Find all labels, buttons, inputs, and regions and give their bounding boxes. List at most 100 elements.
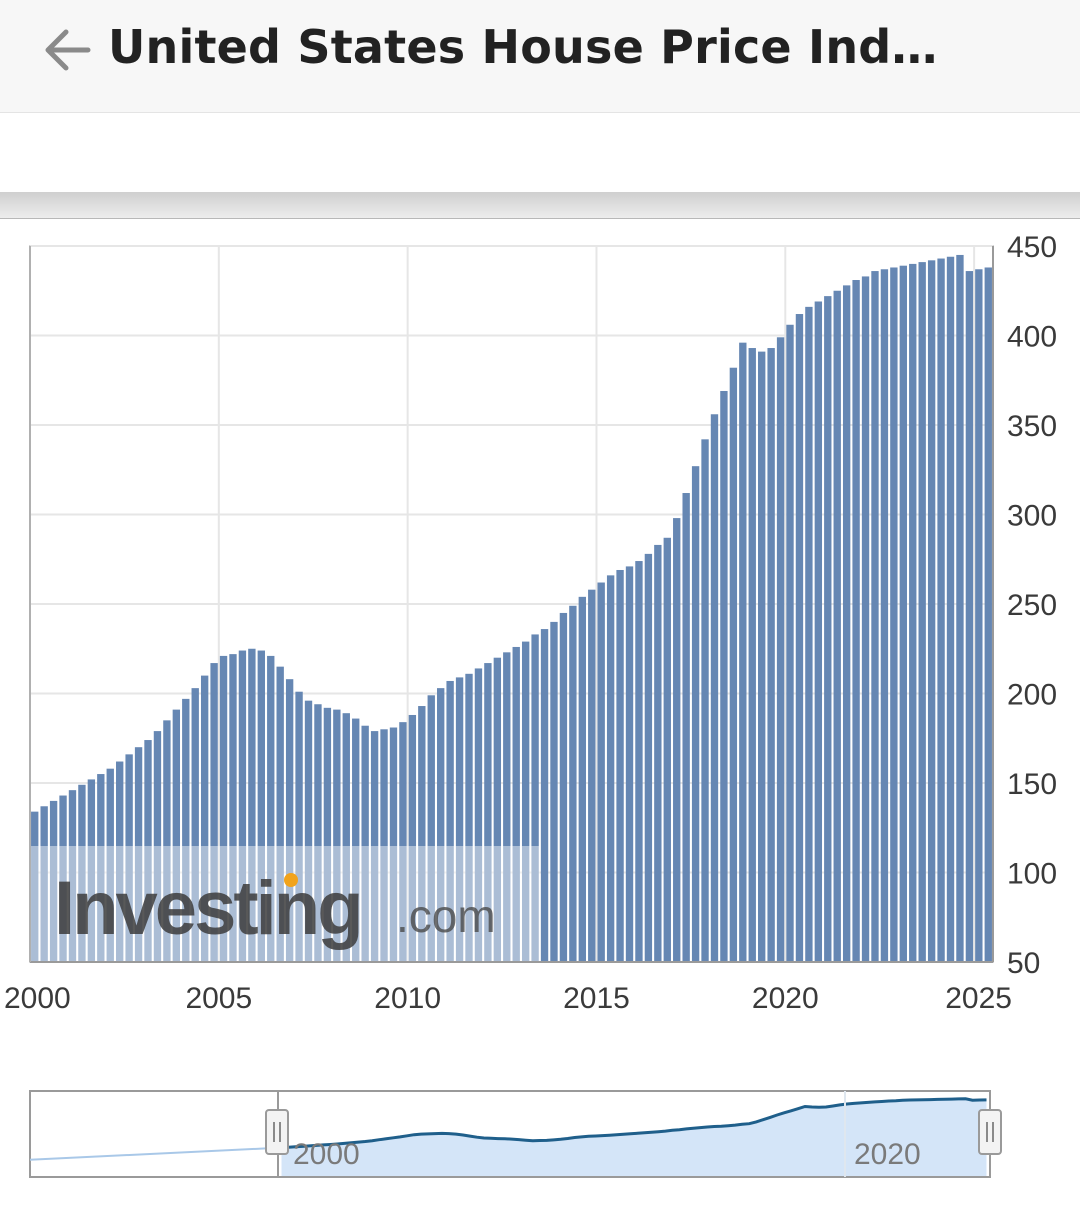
y-tick-label: 150 bbox=[1007, 768, 1057, 801]
x-tick-label: 2015 bbox=[563, 982, 630, 1015]
data-bar bbox=[191, 688, 199, 962]
back-button[interactable] bbox=[40, 24, 94, 76]
data-bar bbox=[512, 646, 520, 962]
data-bar bbox=[861, 276, 870, 962]
data-bar bbox=[408, 714, 417, 962]
data-bar bbox=[956, 254, 964, 962]
data-bar bbox=[550, 621, 558, 962]
data-bar bbox=[389, 727, 398, 962]
data-bar bbox=[144, 740, 152, 962]
data-bar bbox=[503, 652, 511, 962]
data-bar bbox=[748, 348, 756, 962]
data-bar bbox=[210, 663, 218, 962]
arrow-left-icon bbox=[45, 29, 91, 71]
page-title: United States House Price Index (H… bbox=[108, 20, 968, 74]
data-bar bbox=[786, 324, 794, 962]
data-bar bbox=[229, 654, 237, 962]
data-bar bbox=[880, 269, 889, 962]
data-bar bbox=[588, 589, 596, 962]
navigator-line-outside bbox=[29, 1146, 279, 1161]
y-tick-label: 450 bbox=[1007, 231, 1057, 264]
watermark-backdrop bbox=[30, 846, 540, 962]
data-bar bbox=[833, 290, 841, 962]
data-bar bbox=[890, 267, 898, 963]
data-bar bbox=[78, 784, 86, 962]
data-bar bbox=[276, 666, 284, 962]
section-divider bbox=[0, 192, 1080, 218]
data-bar bbox=[427, 695, 435, 962]
y-tick-label: 350 bbox=[1007, 410, 1057, 443]
x-tick-label: 2010 bbox=[374, 982, 441, 1015]
data-bar bbox=[918, 262, 926, 962]
investing-watermark: Investing .com bbox=[30, 846, 540, 962]
data-bar bbox=[40, 806, 48, 962]
range-navigator[interactable]: 2000 2020 bbox=[0, 1080, 1080, 1190]
y-tick-label: 400 bbox=[1007, 321, 1057, 354]
data-bar bbox=[59, 795, 67, 962]
data-bar bbox=[946, 256, 955, 962]
data-bar bbox=[701, 439, 709, 962]
data-bar bbox=[814, 301, 823, 962]
data-bar bbox=[380, 729, 388, 962]
chart-axes: 450 400 350 300 250 200 150 100 50 2000 2005 2010 20… bbox=[4, 231, 1057, 1015]
data-bar bbox=[361, 725, 369, 962]
data-bar bbox=[975, 269, 983, 962]
app-header: United States House Price Index (H… bbox=[0, 0, 1080, 113]
navigator-label-2020: 2020 bbox=[854, 1138, 921, 1171]
data-bar bbox=[455, 677, 464, 962]
data-bar bbox=[238, 650, 247, 962]
navigator-area bbox=[281, 1098, 987, 1177]
data-bar bbox=[285, 679, 294, 962]
data-bar bbox=[531, 634, 539, 962]
watermark-suffix: .com bbox=[396, 890, 496, 942]
data-bar bbox=[418, 706, 426, 962]
data-bar bbox=[437, 688, 445, 962]
navigator-left-window bbox=[29, 1090, 279, 1178]
data-bar bbox=[644, 553, 653, 962]
x-tick-label: 2025 bbox=[945, 982, 1012, 1015]
data-bar bbox=[824, 296, 832, 962]
x-tick-label: 2000 bbox=[4, 982, 71, 1015]
watermark-brand: Investing bbox=[54, 866, 361, 951]
data-bar bbox=[333, 709, 341, 962]
data-bar bbox=[172, 709, 181, 962]
data-bar bbox=[625, 566, 634, 962]
data-bar bbox=[248, 648, 256, 962]
data-bar bbox=[68, 790, 77, 962]
grip-handle-icon[interactable] bbox=[265, 1109, 289, 1155]
data-bar bbox=[116, 761, 124, 962]
data-bar bbox=[125, 754, 133, 962]
data-bar bbox=[852, 280, 860, 962]
data-bar bbox=[795, 314, 804, 962]
data-bar bbox=[342, 713, 350, 962]
data-bar bbox=[776, 337, 785, 962]
data-bar bbox=[899, 265, 907, 962]
data-bar bbox=[871, 271, 879, 962]
data-bar bbox=[304, 700, 313, 962]
data-bar bbox=[106, 768, 114, 962]
data-bar bbox=[163, 720, 171, 962]
grip-handle-icon[interactable] bbox=[978, 1109, 1002, 1155]
data-bar bbox=[663, 537, 671, 962]
price-index-chart[interactable]: Investing .com 450 400 350 300 250 200 150 100 5… bbox=[0, 218, 1080, 1068]
data-bar bbox=[606, 575, 615, 962]
data-bar bbox=[31, 811, 39, 962]
navigator-label-2000: 2000 bbox=[293, 1138, 360, 1171]
data-bar bbox=[805, 306, 813, 962]
data-bar bbox=[720, 390, 728, 962]
data-bar bbox=[153, 731, 162, 962]
navigator-handle-left[interactable] bbox=[265, 1109, 289, 1155]
data-bar bbox=[937, 258, 945, 962]
x-tick-label: 2020 bbox=[752, 982, 819, 1015]
data-bar bbox=[597, 582, 605, 962]
data-bar bbox=[729, 367, 738, 963]
data-bar bbox=[257, 650, 265, 962]
data-bar bbox=[474, 668, 483, 962]
data-bar bbox=[323, 707, 332, 962]
data-bar bbox=[97, 774, 105, 962]
y-tick-label: 100 bbox=[1007, 858, 1057, 891]
y-tick-label: 300 bbox=[1007, 500, 1057, 533]
navigator-handle-right[interactable] bbox=[978, 1109, 1002, 1155]
watermark-dot bbox=[284, 873, 298, 887]
data-bar bbox=[654, 544, 662, 962]
